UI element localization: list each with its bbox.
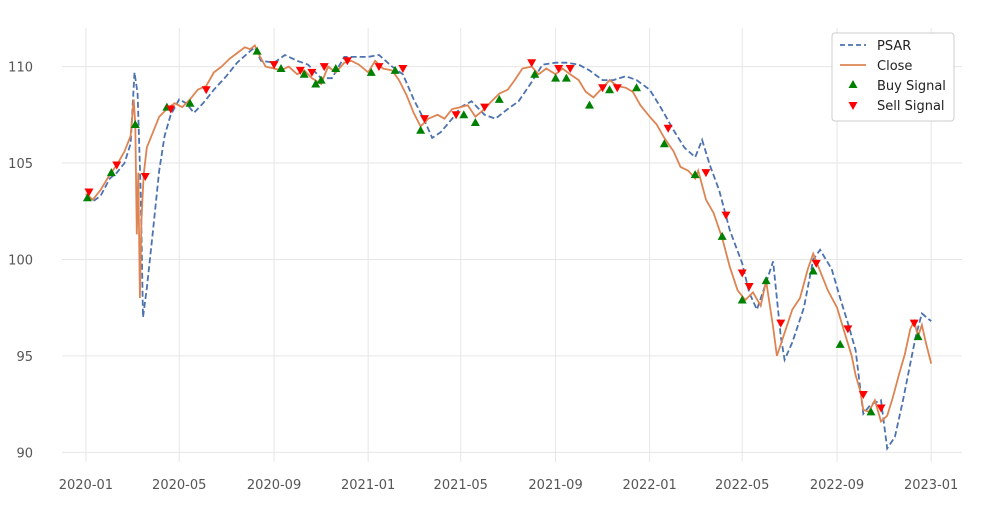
- buy-signal-marker: [470, 118, 480, 127]
- grid-lines: [62, 28, 962, 462]
- buy-signal-marker: [390, 65, 400, 74]
- buy-signal-marker: [252, 46, 262, 55]
- buy-signal-marker: [106, 168, 116, 177]
- legend-buy-label: Buy Signal: [877, 79, 946, 94]
- sell-signal-marker: [858, 390, 868, 399]
- sell-signal-marker: [112, 161, 122, 170]
- buy-signal-marker: [459, 110, 469, 119]
- sell-signal-marker: [201, 86, 211, 95]
- buy-signal-marker: [835, 339, 845, 348]
- x-tick-label: 2022-09: [810, 478, 864, 493]
- sell-signal-marker: [307, 68, 317, 77]
- buy-signal-marker: [416, 125, 426, 134]
- sell-signal-marker: [565, 65, 575, 74]
- sell-signal-marker: [811, 259, 821, 268]
- x-tick-label: 2020-05: [152, 478, 206, 493]
- buy-signal-marker: [561, 73, 571, 82]
- y-tick-label: 105: [8, 157, 33, 172]
- x-tick-label: 2022-05: [715, 478, 769, 493]
- sell-signal-marker: [721, 211, 731, 220]
- sell-signal-marker: [374, 63, 384, 72]
- buy-signal-marker: [316, 75, 326, 84]
- x-tick-label: 2022-01: [622, 478, 676, 493]
- legend-buy-marker: [848, 80, 858, 88]
- buy-signal-marker: [331, 64, 341, 73]
- signal-markers: [82, 46, 923, 416]
- sell-signal-marker: [342, 57, 352, 66]
- psar-series-line: [85, 45, 932, 452]
- buy-signal-marker: [130, 119, 140, 128]
- buy-signal-marker: [185, 98, 195, 107]
- series-layer: [85, 43, 933, 452]
- close-series-line: [85, 43, 933, 424]
- axis-tick-labels: 2020-01 2020-05 2020-09 2021-01 2021-05 2021-…: [8, 61, 958, 493]
- x-tick-label: 2021-05: [434, 478, 488, 493]
- sell-signal-marker: [598, 84, 608, 93]
- sell-signal-marker: [663, 124, 673, 133]
- sell-signal-marker: [554, 65, 564, 74]
- legend-psar-label: PSAR: [877, 39, 911, 54]
- buy-signal-marker: [82, 193, 92, 202]
- x-tick-label: 2023-01: [904, 478, 958, 493]
- buy-signal-marker: [632, 83, 642, 92]
- buy-signal-marker: [913, 332, 923, 341]
- sell-signal-marker: [451, 111, 461, 120]
- buy-signal-marker: [866, 407, 876, 416]
- buy-signal-marker: [585, 100, 595, 109]
- sell-signal-marker: [909, 319, 919, 328]
- sell-signal-marker: [166, 105, 176, 114]
- buy-signal-marker: [311, 79, 321, 88]
- x-tick-label: 2020-09: [247, 478, 301, 493]
- legend-box: [831, 32, 955, 122]
- sell-signal-marker: [319, 63, 329, 72]
- sell-signal-marker: [527, 59, 537, 68]
- buy-signal-marker: [717, 231, 727, 240]
- buy-signal-marker: [530, 69, 540, 78]
- buy-signal-marker: [494, 94, 504, 103]
- buy-signal-marker: [276, 64, 286, 73]
- buy-signal-marker: [737, 295, 747, 304]
- buy-signal-marker: [366, 67, 376, 76]
- sell-signal-marker: [876, 404, 886, 413]
- legend: PSAR Close Buy Signal Sell Signal: [831, 32, 955, 122]
- x-tick-label: 2021-09: [528, 478, 582, 493]
- legend-sell-label: Sell Signal: [877, 99, 945, 114]
- y-tick-label: 100: [8, 253, 33, 268]
- buy-signal-marker: [551, 73, 561, 82]
- buy-signal-marker: [690, 170, 700, 179]
- sell-signal-marker: [269, 61, 279, 70]
- sell-signal-marker: [612, 84, 622, 93]
- sell-signal-marker: [295, 66, 305, 75]
- sell-signal-marker: [843, 325, 853, 334]
- buy-signal-marker: [761, 276, 771, 285]
- x-tick-label: 2021-01: [341, 478, 395, 493]
- sell-signal-marker: [737, 269, 747, 278]
- buy-signal-marker: [808, 266, 818, 275]
- buy-signal-marker: [605, 85, 615, 94]
- sell-signal-marker: [140, 173, 150, 182]
- sell-signal-marker: [776, 319, 786, 328]
- legend-close-label: Close: [877, 59, 912, 74]
- y-tick-label: 95: [16, 350, 33, 365]
- sell-signal-marker: [744, 282, 754, 291]
- sell-signal-marker: [398, 65, 408, 74]
- legend-sell-marker: [848, 102, 858, 110]
- y-tick-label: 90: [16, 446, 33, 461]
- y-tick-label: 110: [8, 61, 33, 76]
- x-tick-label: 2020-01: [59, 478, 113, 493]
- sell-signal-marker: [84, 188, 94, 197]
- sell-signal-marker: [419, 115, 429, 124]
- buy-signal-marker: [659, 139, 669, 148]
- sell-signal-marker: [701, 169, 711, 178]
- buy-signal-marker: [299, 69, 309, 78]
- sell-signal-marker: [480, 103, 490, 112]
